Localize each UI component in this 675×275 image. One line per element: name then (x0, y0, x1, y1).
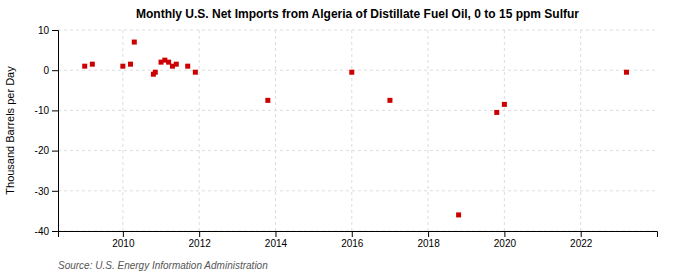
x-axis-tick-mark (504, 231, 505, 237)
x-axis-tick: 2018 (417, 231, 440, 249)
point (349, 70, 354, 75)
point (265, 98, 270, 103)
chart-container: 2010 2012 2014 2016 2018 2020 2022 -40 -30 -20 -10… (0, 0, 675, 275)
x-axis-tick-label: 2018 (417, 238, 440, 249)
x-axis: 2010 2012 2014 2016 2018 2020 2022 (59, 231, 658, 249)
y-axis-tick: -20 (35, 145, 58, 156)
x-axis-tick: 2016 (341, 231, 364, 249)
x-axis-tick-label: 2012 (189, 238, 212, 249)
x-axis-line (59, 232, 658, 238)
y-axis-tick-label: -30 (35, 186, 50, 197)
point (120, 64, 125, 69)
y-axis-tick-label: -10 (35, 105, 50, 116)
point (387, 98, 392, 103)
x-axis-tick: 2020 (494, 231, 517, 249)
x-axis-tick-mark (352, 231, 353, 237)
chart-svg: 2010 2012 2014 2016 2018 2020 2022 -40 -30 -20 -10… (0, 0, 675, 275)
x-axis-tick-label: 2016 (341, 238, 364, 249)
point (494, 110, 499, 115)
grid-line-x (351, 30, 352, 231)
point (90, 62, 95, 67)
x-axis-tick-label: 2020 (494, 238, 517, 249)
y-axis-tick: -10 (35, 105, 58, 116)
y-axis-label: Thousand Barrels per Day (4, 66, 16, 195)
y-axis-tick-mark (52, 191, 58, 192)
y-axis-tick-mark (52, 70, 58, 71)
y-axis-tick: 10 (38, 25, 58, 36)
source-note: Source: U.S. Energy Information Administ… (58, 260, 268, 271)
x-axis-tick: 2010 (112, 231, 135, 249)
x-axis-tick-mark (275, 231, 276, 237)
point (174, 62, 179, 67)
x-axis-tick-label: 2014 (265, 238, 288, 249)
grid-line-y (58, 70, 657, 71)
y-axis-tick-mark (52, 151, 58, 152)
y-axis-tick-label: 0 (43, 65, 49, 76)
title: Monthly U.S. Net Imports from Algeria of… (136, 7, 579, 21)
y-axis-line (52, 31, 59, 232)
grid (58, 30, 657, 231)
y-axis-tick-label: -20 (35, 145, 50, 156)
grid-line-x (580, 30, 581, 231)
x-axis-tick-mark (428, 231, 429, 237)
y-axis-tick: -40 (35, 226, 58, 237)
grid-line-x (199, 30, 200, 231)
y-axis-tick-mark (52, 30, 58, 31)
x-axis-tick-mark (199, 231, 200, 237)
grid-line-x (428, 30, 429, 231)
point (82, 64, 87, 69)
y-axis: -40 -30 -20 -10 0 10 (35, 25, 59, 237)
grid-line-x (275, 30, 276, 231)
grid-line-y (58, 110, 657, 111)
point (185, 64, 190, 69)
x-axis-tick-mark (123, 231, 124, 237)
x-axis-tick: 2014 (265, 231, 288, 249)
grid-line-y (58, 190, 657, 191)
point (193, 70, 198, 75)
x-axis-tick: 2012 (189, 231, 212, 249)
y-axis-tick-label: -40 (35, 226, 50, 237)
grid-line-y (58, 150, 657, 151)
grid-line-y (58, 30, 657, 31)
grid-line-x (504, 30, 505, 231)
point (128, 62, 133, 67)
grid-line-x (122, 30, 123, 231)
point (456, 212, 461, 217)
y-axis-tick-mark (52, 231, 58, 232)
x-axis-tick-mark (581, 231, 582, 237)
y-axis-tick: -30 (35, 186, 58, 197)
plot-area (82, 40, 629, 218)
y-axis-tick-label: 10 (38, 25, 50, 36)
x-axis-tick: 2022 (570, 231, 593, 249)
point (624, 70, 629, 75)
y-axis-tick: 0 (43, 65, 58, 76)
x-axis-tick-label: 2022 (570, 238, 593, 249)
point (153, 70, 158, 75)
point (132, 40, 137, 45)
point (502, 102, 507, 107)
y-axis-tick-mark (52, 110, 58, 111)
x-axis-tick-label: 2010 (112, 238, 135, 249)
